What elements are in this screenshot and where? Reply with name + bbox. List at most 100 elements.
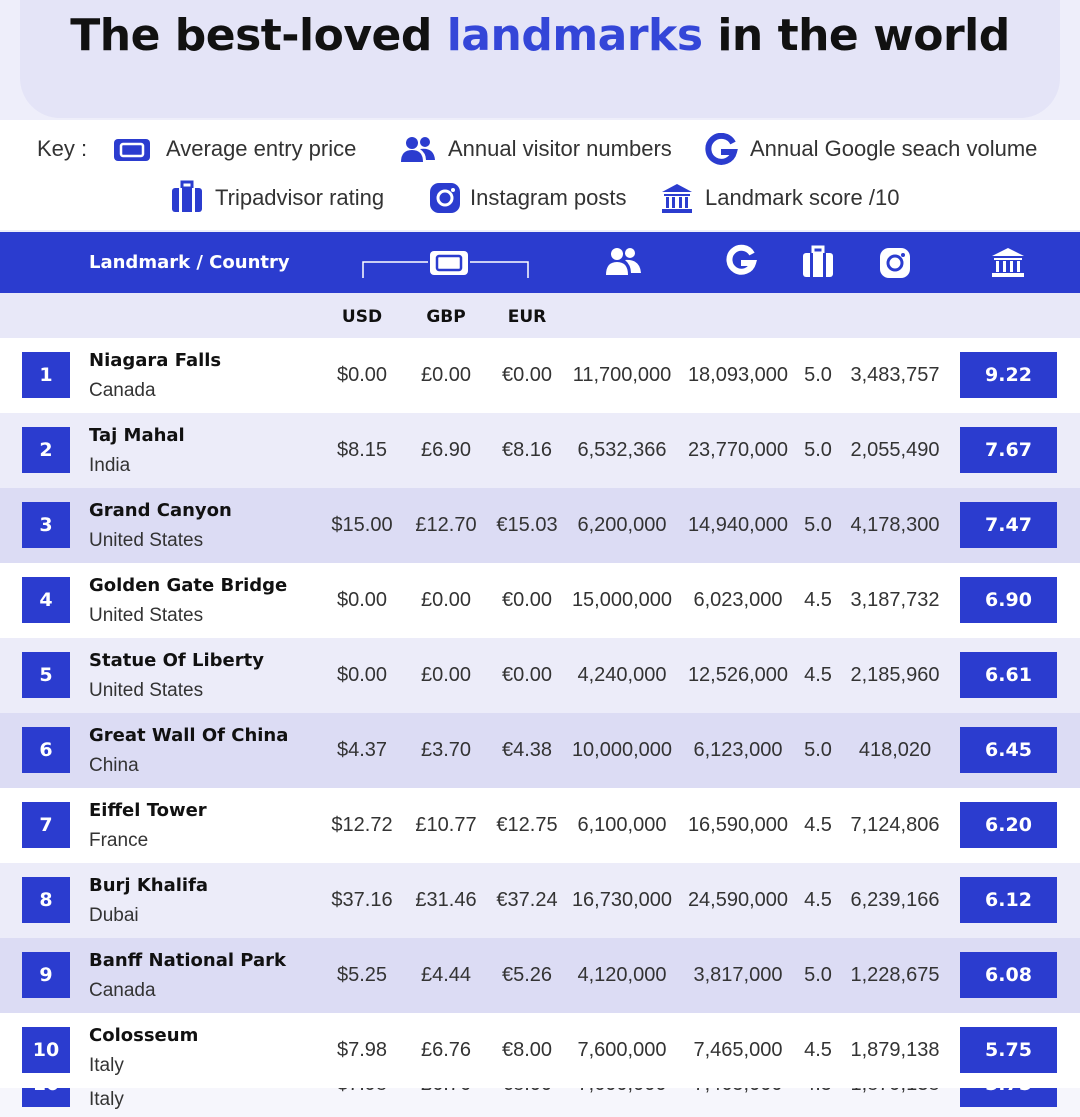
- cell-tripadvisor: 5.0: [804, 514, 832, 536]
- score-badge: 6.90: [960, 577, 1057, 623]
- ticket-icon: [114, 139, 150, 161]
- cell-tripadvisor: 4.5: [804, 889, 832, 911]
- cell-google: 18,093,000: [687, 364, 789, 386]
- cell-eur: €5.26: [501, 964, 553, 986]
- cell-eur: €0.00: [501, 364, 553, 386]
- landmark-name: Banff National Park: [89, 950, 286, 971]
- cell-usd: $37.16: [331, 889, 393, 911]
- cell-instagram: 1,879,138: [850, 1039, 940, 1061]
- cell-eur: €8.00: [467, 1088, 587, 1096]
- cell-usd: $12.72: [331, 814, 393, 836]
- score-badge: 6.45: [960, 727, 1057, 773]
- cell-google: 24,590,000: [687, 889, 789, 911]
- cell-tripadvisor: 4.5: [804, 1039, 832, 1061]
- cell-google: 7,465,000: [678, 1088, 798, 1096]
- cell-usd: $0.00: [336, 664, 388, 686]
- country-name: Dubai: [89, 905, 139, 926]
- rank-badge: 10: [22, 1088, 70, 1107]
- cell-tripadvisor: 5.0: [804, 439, 832, 461]
- cell-gbp: £6.76: [420, 1039, 472, 1061]
- key-item: Instagram posts: [470, 185, 627, 210]
- key-item: Tripadvisor rating: [215, 185, 385, 210]
- cell-visitors: 4,240,000: [577, 664, 667, 686]
- cell-instagram: 1,228,675: [850, 964, 940, 986]
- cell-instagram: 3,483,757: [850, 364, 940, 386]
- country-name: United States: [89, 680, 204, 701]
- cell-tripadvisor: 4.5: [804, 664, 832, 686]
- cell-usd: $8.15: [336, 439, 388, 461]
- score-badge: 5.75: [960, 1027, 1057, 1073]
- cell-usd: $5.25: [336, 964, 388, 986]
- cell-eur: €12.75: [496, 814, 558, 836]
- landmark-name: Statue Of Liberty: [89, 650, 264, 671]
- landmark-name: Grand Canyon: [89, 500, 232, 521]
- country-name: Italy: [89, 1055, 124, 1076]
- cell-google: 6,123,000: [693, 739, 783, 761]
- cell-tripadvisor: 5.0: [804, 964, 832, 986]
- landmark-name: Eiffel Tower: [89, 800, 207, 821]
- cell-visitors: 15,000,000: [571, 589, 673, 611]
- cell-google: 23,770,000: [687, 439, 789, 461]
- cell-tripadvisor: 5.0: [804, 739, 832, 761]
- luggage-icon: [172, 180, 202, 212]
- header-label: Landmark / Country: [89, 252, 290, 273]
- cell-visitors: 16,730,000: [571, 889, 673, 911]
- cell-eur: €37.24: [496, 889, 558, 911]
- cell-visitors: 6,100,000: [577, 814, 667, 836]
- score-badge: 9.22: [960, 352, 1057, 398]
- table-row: 7 Eiffel Tower France $12.72 £10.77 €12.75 6,1…: [0, 788, 1080, 863]
- cell-google: 7,465,000: [693, 1039, 783, 1061]
- cell-tripadvisor: 4.5: [804, 814, 832, 836]
- rank-badge: 9: [22, 952, 70, 998]
- cell-tripadvisor: 5.0: [804, 364, 832, 386]
- rank-badge: 7: [22, 802, 70, 848]
- landmark-name: Burj Khalifa: [89, 875, 209, 896]
- country-name: Canada: [89, 380, 156, 401]
- title-panel: [20, 0, 1060, 118]
- score-badge: 6.12: [960, 877, 1057, 923]
- cell-instagram: 3,187,732: [850, 589, 940, 611]
- cell-google: 6,023,000: [693, 589, 783, 611]
- country-name: Canada: [89, 980, 156, 1001]
- cell-usd: $0.00: [336, 364, 388, 386]
- people-icon: [401, 137, 435, 162]
- key-item: Annual Google seach volume: [750, 136, 1038, 161]
- cell-eur: €8.00: [501, 1039, 553, 1061]
- currency-label: GBP: [426, 307, 466, 327]
- instagram-icon: [430, 183, 460, 213]
- title-text: in the world: [717, 10, 1010, 61]
- cell-gbp: £31.46: [415, 889, 477, 911]
- cell-eur: €15.03: [496, 514, 558, 536]
- cell-visitors: 6,200,000: [577, 514, 667, 536]
- country-name: France: [89, 830, 149, 851]
- cell-visitors: 11,700,000: [572, 364, 672, 386]
- landmark-name: Great Wall Of China: [89, 725, 289, 746]
- rank-badge: 2: [22, 427, 70, 473]
- cell-gbp: £0.00: [420, 364, 472, 386]
- cell-google: 12,526,000: [687, 664, 789, 686]
- cell-google: 16,590,000: [687, 814, 789, 836]
- cell-gbp: £6.76: [386, 1088, 506, 1096]
- rank-badge: 10: [22, 1027, 70, 1073]
- cell-google: 3,817,000: [693, 964, 783, 986]
- landmark-name: Golden Gate Bridge: [89, 575, 288, 596]
- cell-tripadvisor: 4.5: [804, 589, 832, 611]
- score-badge: 6.61: [960, 652, 1057, 698]
- country-name: United States: [89, 605, 204, 626]
- cell-visitors: 7,600,000: [577, 1039, 667, 1061]
- cell-instagram: 2,055,490: [850, 439, 940, 461]
- cell-gbp: £4.44: [420, 964, 472, 986]
- google-icon: [705, 133, 738, 165]
- title-text: The best-loved: [70, 10, 432, 61]
- score-badge: 5.75: [960, 1088, 1057, 1107]
- cell-google: 14,940,000: [687, 514, 789, 536]
- cell-gbp: £6.90: [420, 439, 472, 461]
- score-badge: 7.47: [960, 502, 1057, 548]
- rank-badge: 4: [22, 577, 70, 623]
- cell-instagram: 418,020: [858, 739, 932, 761]
- cell-visitors: 7,600,000: [562, 1088, 682, 1096]
- key-label: Key :: [37, 136, 88, 161]
- cell-gbp: £3.70: [420, 739, 472, 761]
- key: Key : Average entry price Annual visitor…: [0, 120, 1080, 230]
- cell-tripadvisor: 4.5: [758, 1088, 878, 1096]
